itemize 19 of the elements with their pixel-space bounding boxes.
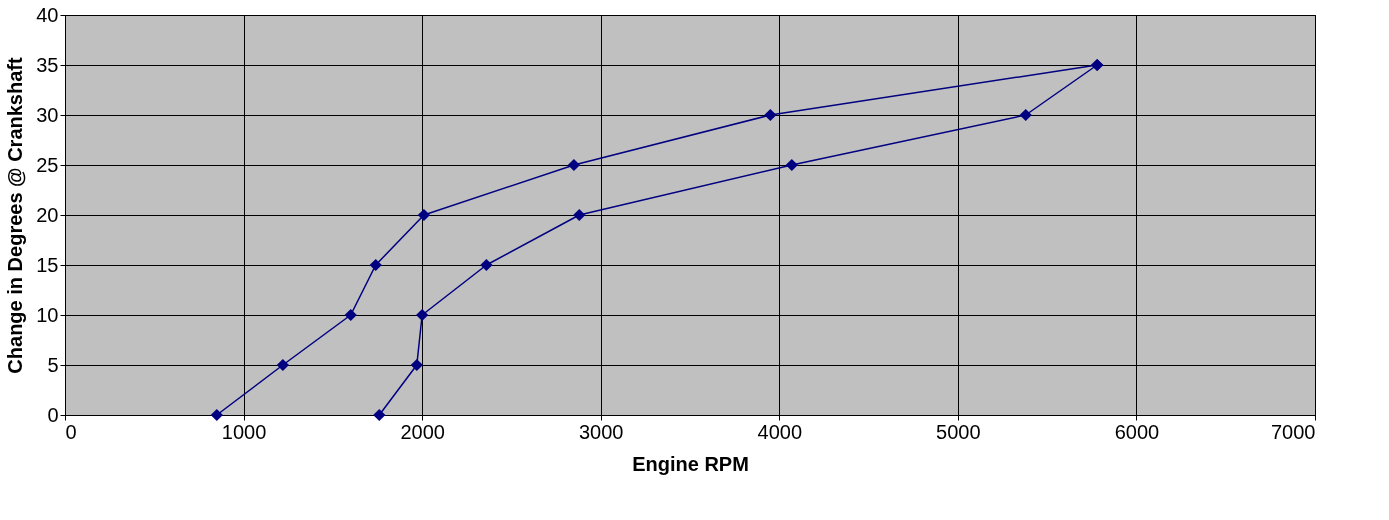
y-tick-label: 40 (36, 3, 59, 26)
y-tick-label: 0 (47, 403, 59, 426)
y-tick-label: 30 (36, 103, 59, 126)
y-tick-label: 15 (36, 253, 59, 276)
y-tick-label: 10 (36, 303, 59, 326)
x-tick-label: 0 (65, 420, 77, 443)
y-tick-label: 35 (36, 53, 59, 76)
y-tick-label: 5 (47, 353, 59, 376)
x-tick-label: 1000 (221, 420, 267, 443)
x-axis-title: Engine RPM (632, 452, 749, 475)
x-tick-label: 3000 (578, 420, 624, 443)
x-tick-label: 5000 (936, 420, 981, 443)
x-tick-label: 6000 (1114, 420, 1160, 443)
x-tick-label: 4000 (757, 420, 803, 443)
y-tick-label: 25 (36, 153, 59, 176)
y-tick-label: 20 (36, 203, 59, 226)
x-tick-label: 7000 (1271, 420, 1316, 443)
y-axis-title: Change in Degrees @ Crankshaft (4, 57, 27, 374)
x-tick-label: 2000 (400, 420, 445, 443)
